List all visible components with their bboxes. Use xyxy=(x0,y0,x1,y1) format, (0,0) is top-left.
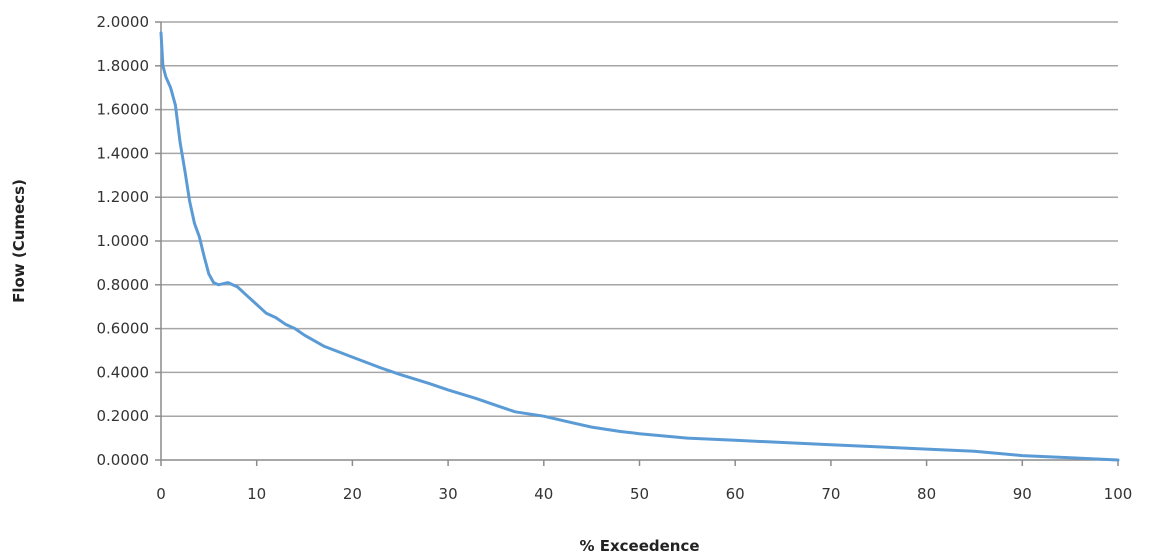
x-tick-label-7: 70 xyxy=(821,485,840,503)
y-tick-label-9: 1.8000 xyxy=(97,57,150,75)
y-tick-label-10: 2.0000 xyxy=(97,13,150,31)
x-tick-label-1: 10 xyxy=(247,485,266,503)
x-tick-label-6: 60 xyxy=(726,485,745,503)
x-tick-label-4: 40 xyxy=(534,485,553,503)
y-tick-label-3: 0.6000 xyxy=(97,320,150,338)
x-tick-label-3: 30 xyxy=(439,485,458,503)
y-tick-label-7: 1.4000 xyxy=(97,144,150,162)
gridlines xyxy=(161,21,1118,417)
x-tick-label-2: 20 xyxy=(343,485,362,503)
y-tick-label-6: 1.2000 xyxy=(97,188,150,206)
x-tick-label-5: 50 xyxy=(630,485,649,503)
x-tick-label-0: 0 xyxy=(156,485,166,503)
x-axis-title: % Exceedence xyxy=(579,537,699,555)
y-tick-label-2: 0.4000 xyxy=(97,363,150,381)
y-tick-labels: 0.0000 0.2000 0.4000 0.6000 0.8000 1.0000 1.20… xyxy=(97,13,150,469)
y-tick-label-0: 0.0000 xyxy=(97,451,150,469)
x-tick-label-9: 90 xyxy=(1013,485,1032,503)
axes xyxy=(155,21,1119,466)
y-tick-label-8: 1.6000 xyxy=(97,101,150,119)
x-tick-label-8: 80 xyxy=(917,485,936,503)
series-layer xyxy=(159,31,1120,462)
x-tick-label-10: 100 xyxy=(1104,485,1133,503)
y-axis-title: Flow (Cumecs) xyxy=(10,179,28,303)
y-tick-label-4: 0.8000 xyxy=(97,276,150,294)
y-tick-label-5: 1.0000 xyxy=(97,232,150,250)
x-tick-labels: 0 10 20 30 40 50 60 70 80 90 100 xyxy=(156,485,1132,503)
series-line-0 xyxy=(159,31,1120,462)
y-tick-label-1: 0.2000 xyxy=(97,407,150,425)
